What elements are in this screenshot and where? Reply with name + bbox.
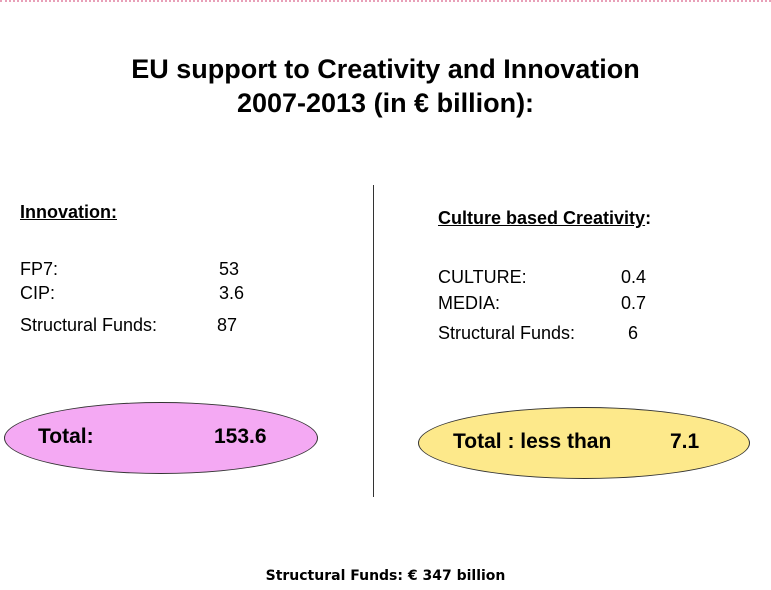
creativity-heading-colon: :: [645, 208, 652, 228]
innovation-item-cip-label: CIP:: [20, 283, 56, 303]
creativity-item-structural-value: 6: [628, 323, 639, 343]
innovation-total-value: 153.6: [214, 425, 267, 448]
innovation-item-fp7-value: 53: [219, 259, 240, 279]
creativity-item-culture-label: CULTURE:: [438, 267, 527, 287]
innovation-item-cip-value: 3.6: [219, 283, 245, 303]
innovation-heading: Innovation:: [20, 202, 117, 222]
innovation-total-label: Total:: [38, 425, 94, 448]
creativity-heading-text: Culture based Creativity: [438, 208, 646, 228]
innovation-item-fp7-label: FP7:: [20, 259, 59, 279]
innovation-item-structural-label: Structural Funds:: [20, 315, 158, 335]
innovation-total-ellipse: [4, 402, 318, 474]
creativity-heading: Culture based Creativity:: [438, 208, 651, 229]
title-line-2: 2007-2013 (in € billion):: [236, 88, 535, 118]
creativity-total-value: 7.1: [670, 430, 700, 453]
creativity-total-ellipse: [418, 407, 750, 479]
top-dotted-border: [0, 0, 771, 2]
slide-title: EU support to Creativity and Innovation …: [0, 52, 771, 120]
creativity-item-media-label: MEDIA:: [438, 293, 501, 313]
creativity-total-label: Total : less than: [453, 430, 612, 453]
innovation-item-structural-value: 87: [217, 315, 238, 335]
creativity-item-structural-label: Structural Funds:: [438, 323, 576, 343]
title-line-1: EU support to Creativity and Innovation: [131, 54, 640, 84]
creativity-item-culture-value: 0.4: [621, 267, 647, 287]
column-divider: [373, 185, 374, 497]
footer-note: Structural Funds: € 347 billion: [265, 568, 506, 584]
creativity-item-media-value: 0.7: [621, 293, 647, 313]
